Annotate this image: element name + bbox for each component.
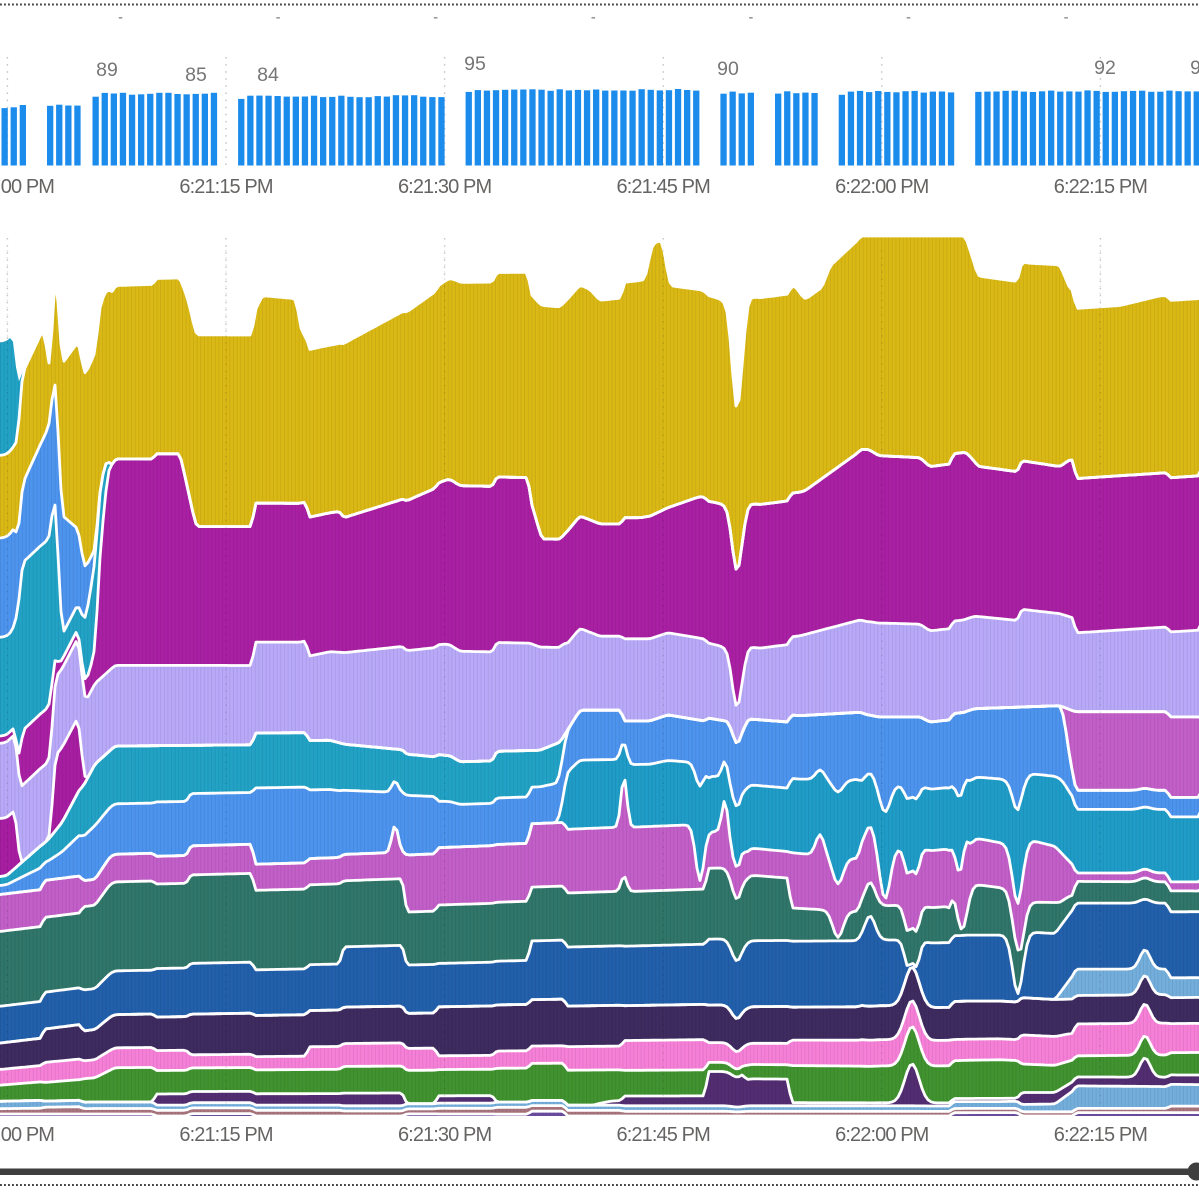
svg-text:6:21:30 PM: 6:21:30 PM bbox=[398, 1124, 492, 1146]
svg-text:6:22:15 PM: 6:22:15 PM bbox=[1054, 176, 1148, 198]
svg-text:6:21:30 PM: 6:21:30 PM bbox=[398, 176, 492, 198]
svg-text:6:22:00 PM: 6:22:00 PM bbox=[835, 1124, 929, 1146]
svg-text:6:21:45 PM: 6:21:45 PM bbox=[617, 176, 711, 198]
svg-text:90: 90 bbox=[717, 58, 739, 80]
svg-text:95: 95 bbox=[464, 53, 486, 75]
svg-text:89: 89 bbox=[96, 59, 118, 81]
svg-text:6:21:45 PM: 6:21:45 PM bbox=[617, 1124, 711, 1146]
svg-text:92: 92 bbox=[1094, 57, 1116, 79]
svg-text:6:22:15 PM: 6:22:15 PM bbox=[1054, 1124, 1148, 1146]
svg-text:6:21:15 PM: 6:21:15 PM bbox=[179, 176, 273, 198]
svg-text:6:21:15 PM: 6:21:15 PM bbox=[179, 1124, 273, 1146]
svg-text:85: 85 bbox=[185, 64, 207, 86]
svg-text:96: 96 bbox=[1190, 57, 1199, 79]
svg-text:6:21:00 PM: 6:21:00 PM bbox=[0, 176, 54, 198]
svg-text:84: 84 bbox=[257, 64, 279, 86]
svg-text:6:21:00 PM: 6:21:00 PM bbox=[0, 1124, 54, 1146]
svg-text:6:22:00 PM: 6:22:00 PM bbox=[835, 176, 929, 198]
